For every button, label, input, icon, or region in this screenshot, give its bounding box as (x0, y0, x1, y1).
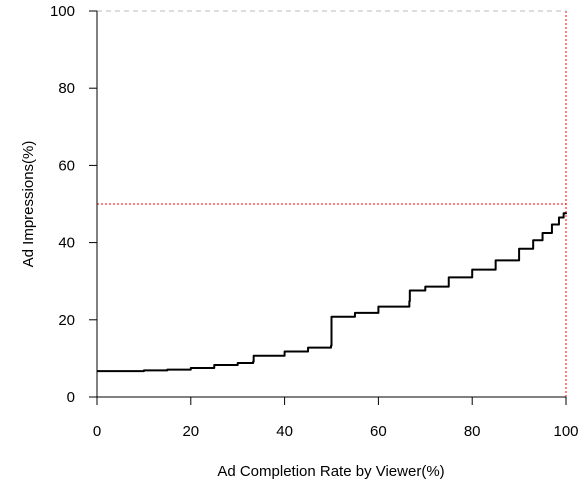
y-tick-label: 60 (58, 157, 75, 174)
y-tick-label: 20 (58, 312, 75, 329)
x-tick-label: 0 (93, 423, 101, 440)
y-tick-label: 40 (58, 235, 75, 252)
x-tick-label: 80 (464, 423, 481, 440)
reference-lines (97, 10, 567, 397)
y-tick-label: 0 (67, 389, 75, 406)
y-tick-label: 100 (50, 3, 75, 20)
tick-labels: 0 20 40 60 80 100 0 20 40 60 80 100 (50, 3, 579, 440)
x-tick-label: 60 (370, 423, 387, 440)
y-tick-label: 80 (58, 80, 75, 97)
series-line-0 (97, 212, 567, 373)
y-axis-title: Ad Impressions(%) (20, 141, 37, 268)
x-axis-title: Ad Completion Rate by Viewer(%) (217, 463, 444, 480)
series-layer (97, 212, 567, 373)
x-tick-label: 40 (276, 423, 293, 440)
x-tick-label: 20 (182, 423, 199, 440)
x-tick-label: 100 (553, 423, 578, 440)
axes (89, 10, 567, 405)
